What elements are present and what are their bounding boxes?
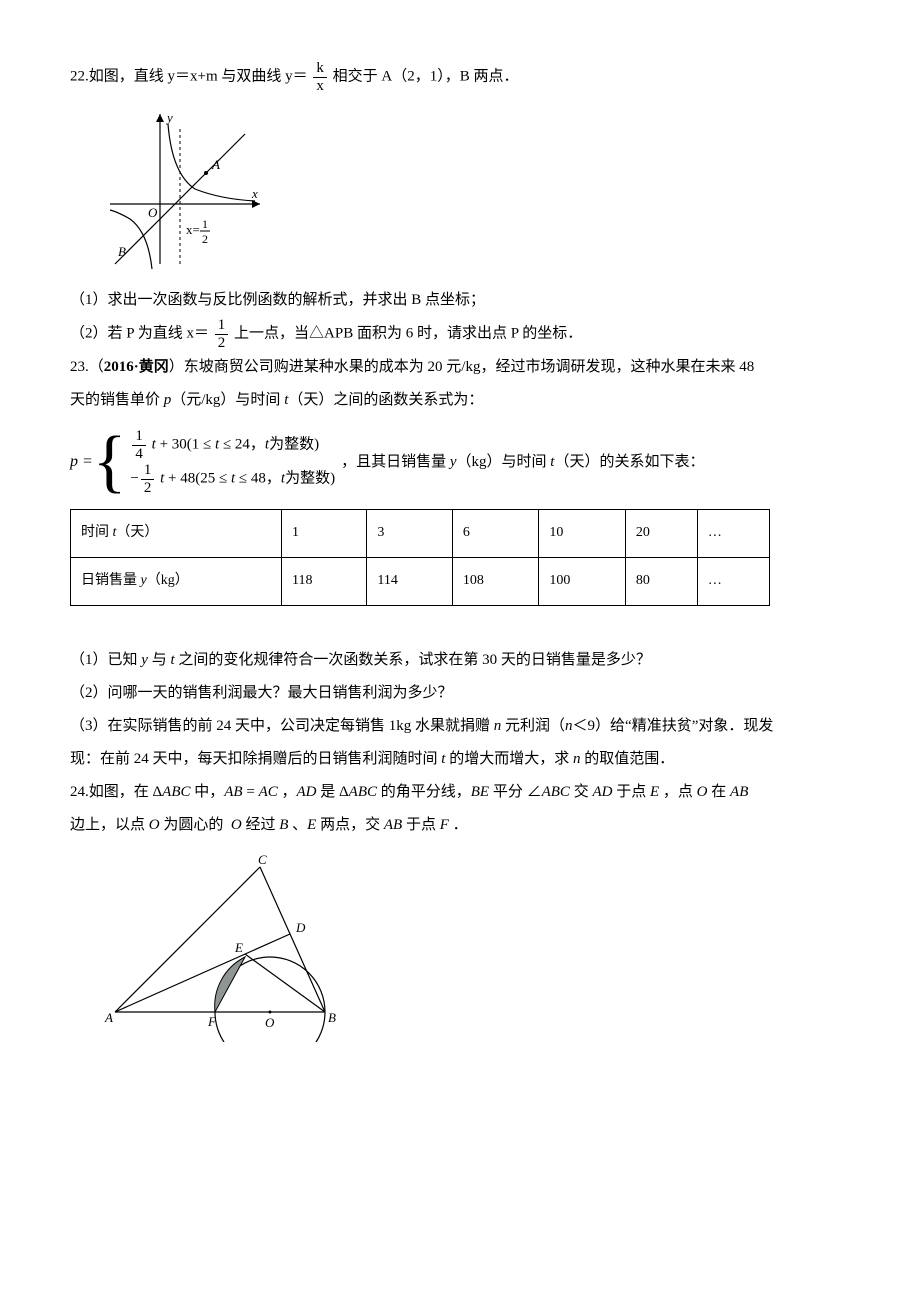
q23-part3b: 现：在前 24 天中，每天扣除捐赠后的日销售利润随时间 t 的增大而增大，求 n… <box>70 743 850 776</box>
svg-text:x: x <box>251 186 258 201</box>
svg-text:F: F <box>207 1014 217 1029</box>
svg-text:E: E <box>234 940 243 955</box>
svg-text:D: D <box>295 920 306 935</box>
q24-figure: A B C D E F O <box>100 852 850 1042</box>
q23-piecewise: p = { 14 t + 30(1 ≤ t ≤ 24，t为整数) −12 t +… <box>70 427 850 497</box>
table-row: 时间 t（天） 1 3 6 10 20 … <box>71 510 770 558</box>
svg-text:A: A <box>104 1010 113 1025</box>
q22-part2: （2）若 P 为直线 x＝ 1 2 上一点，当△APB 面积为 6 时，请求出点… <box>70 317 850 351</box>
q23-table: 时间 t（天） 1 3 6 10 20 … 日销售量 y（kg） 118 114… <box>70 509 770 606</box>
svg-text:A: A <box>211 157 220 172</box>
q23-stem1: 23.（2016·黄冈）东坡商贸公司购进某种水果的成本为 20 元/kg，经过市… <box>70 351 850 384</box>
q22-part1: （1）求出一次函数与反比例函数的解析式，并求出 B 点坐标； <box>70 284 850 317</box>
q23-part3a: （3）在实际销售的前 24 天中，公司决定每销售 1kg 水果就捐赠 n 元利润… <box>70 710 850 743</box>
svg-text:1: 1 <box>202 217 208 231</box>
q24-line1: 24.如图，在 ΔABC 中，AB = AC ，AD 是 ΔABC 的角平分线，… <box>70 776 850 809</box>
svg-text:C: C <box>258 852 267 867</box>
q22-stem: 22.如图，直线 y＝x+m 与双曲线 y＝ k x 相交于 A（2，1），B … <box>70 60 850 94</box>
brace-icon: { <box>93 427 127 497</box>
q23-part1: （1）已知 y 与 t 之间的变化规律符合一次函数关系，试求在第 30 天的日销… <box>70 644 850 677</box>
svg-text:B: B <box>118 244 126 259</box>
svg-text:O: O <box>265 1015 275 1030</box>
q23-part2: （2）问哪一天的销售利润最大？最大日销售利润为多少？ <box>70 677 850 710</box>
svg-text:2: 2 <box>202 232 208 246</box>
svg-text:O: O <box>148 205 158 220</box>
svg-text:B: B <box>328 1010 336 1025</box>
q22-stem-pre: 22.如图，直线 y＝x+m 与双曲线 y＝ <box>70 68 308 84</box>
svg-text:y: y <box>165 110 173 125</box>
q23-stem2: 天的销售单价 p（元/kg）与时间 t（天）之间的函数关系式为： <box>70 384 850 417</box>
q22-part2-frac: 1 2 <box>215 317 229 351</box>
q22-figure: y x O A B x= 1 2 <box>100 104 850 274</box>
q22-frac: k x <box>313 60 327 94</box>
svg-text:x=: x= <box>186 222 200 237</box>
q24-line2: 边上，以点 O 为圆心的 O 经过 B 、E 两点，交 AB 于点 F ． <box>70 809 850 842</box>
q22-stem-post: 相交于 A（2，1），B 两点． <box>333 68 519 84</box>
table-row: 日销售量 y（kg） 118 114 108 100 80 … <box>71 557 770 605</box>
